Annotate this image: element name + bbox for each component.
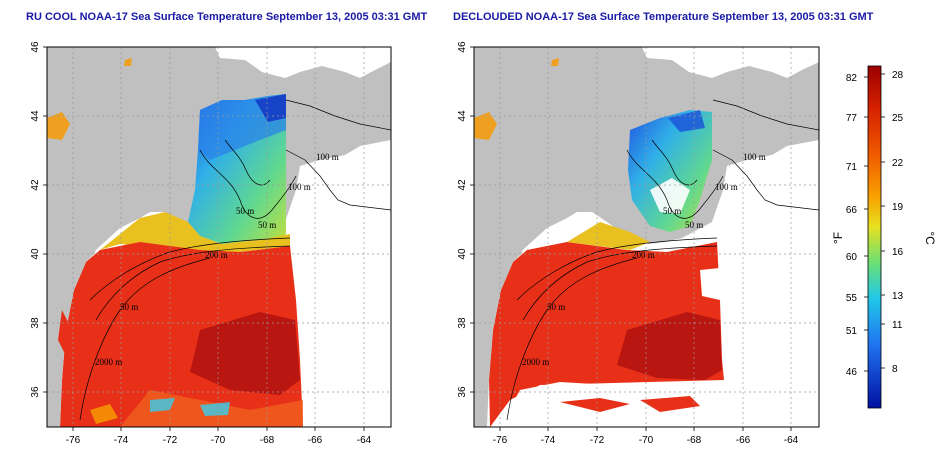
x-tick-label: -66 [308, 435, 323, 446]
celsius-label: °C [923, 231, 937, 245]
y-tick-label: 36 [457, 386, 468, 398]
x-tick-label: -64 [784, 435, 799, 446]
fahrenheit-label: °F [831, 232, 845, 244]
c-tick-label: 22 [892, 158, 904, 169]
contour-label: 50 m [120, 302, 138, 312]
contour-label: 2000 m [522, 357, 549, 367]
left-map [47, 47, 391, 427]
c-tick-label: 8 [892, 364, 898, 375]
right-cold-water [628, 110, 712, 232]
f-tick-label: 77 [846, 113, 858, 124]
y-tick-label: 38 [30, 317, 41, 329]
x-tick-label: -72 [590, 435, 605, 446]
y-tick-label: 44 [30, 110, 41, 122]
y-tick-label: 36 [30, 386, 41, 398]
y-tick-label: 46 [457, 41, 468, 53]
right-map [474, 47, 819, 427]
contour-label: 100 m [743, 152, 766, 162]
left-panel-title: RU COOL NOAA-17 Sea Surface Temperature … [26, 11, 428, 23]
right-x-axis [499, 427, 792, 431]
x-tick-label: -66 [736, 435, 751, 446]
x-tick-label: -70 [639, 435, 654, 446]
f-tick-label: 55 [846, 293, 858, 304]
y-tick-label: 40 [30, 248, 41, 260]
contour-label: 100 m [288, 182, 311, 192]
x-tick-label: -70 [211, 435, 226, 446]
colorbar-gradient [867, 65, 882, 409]
x-tick-label: -74 [541, 435, 556, 446]
c-tick-label: 16 [892, 247, 904, 258]
left-x-axis [72, 427, 365, 431]
left-contour-labels: 100 m 100 m 50 m 50 m 200 m 50 m 2000 m [95, 152, 339, 367]
right-panel-title: DECLOUDED NOAA-17 Sea Surface Temperatur… [453, 11, 874, 23]
contour-label: 50 m [685, 220, 703, 230]
f-tick-label: 51 [846, 326, 858, 337]
contour-label: 100 m [316, 152, 339, 162]
f-tick-label: 60 [846, 252, 858, 263]
x-tick-label: -68 [687, 435, 702, 446]
y-tick-label: 38 [457, 317, 468, 329]
y-tick-label: 40 [457, 248, 468, 260]
x-tick-label: -76 [493, 435, 508, 446]
c-tick-label: 13 [892, 291, 904, 302]
c-tick-label: 19 [892, 202, 904, 213]
f-tick-label: 46 [846, 367, 858, 378]
contour-label: 50 m [236, 206, 254, 216]
c-tick-label: 11 [892, 320, 903, 331]
right-contour-labels: 100 m 100 m 50 m 50 m 200 m 50 m 2000 m [522, 152, 766, 367]
y-tick-label: 42 [30, 179, 41, 191]
contour-label: 50 m [258, 220, 276, 230]
f-tick-label: 71 [846, 162, 858, 173]
x-tick-label: -68 [260, 435, 275, 446]
contour-label: 200 m [632, 250, 655, 260]
y-tick-label: 46 [30, 41, 41, 53]
contour-label: 100 m [715, 182, 738, 192]
contour-label: 50 m [663, 206, 681, 216]
right-y-axis [470, 46, 474, 393]
colorbar: 82 77 71 66 60 55 51 46 28 25 22 19 16 1… [831, 65, 937, 409]
c-tick-label: 25 [892, 113, 904, 124]
left-y-axis [43, 46, 47, 393]
x-tick-label: -76 [66, 435, 81, 446]
y-tick-label: 42 [457, 179, 468, 191]
x-tick-label: -74 [114, 435, 129, 446]
x-tick-label: -64 [357, 435, 372, 446]
f-tick-label: 66 [846, 205, 858, 216]
c-tick-label: 28 [892, 70, 904, 81]
contour-label: 200 m [205, 250, 228, 260]
y-tick-label: 44 [457, 110, 468, 122]
x-tick-label: -72 [163, 435, 178, 446]
f-tick-label: 82 [846, 73, 858, 84]
contour-label: 50 m [547, 302, 565, 312]
contour-label: 2000 m [95, 357, 122, 367]
right-land [474, 47, 819, 427]
